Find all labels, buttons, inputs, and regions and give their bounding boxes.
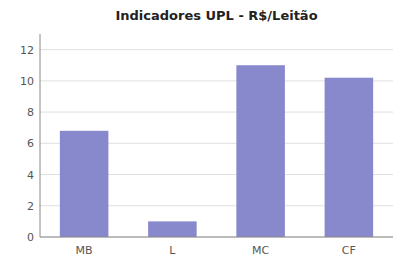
x-axis: MB L MC CF (76, 244, 356, 257)
y-axis-line (40, 34, 41, 237)
chart-svg: Indicadores UPL - R$/Leitão024681012MBLM… (0, 0, 407, 265)
y-tick-label: 6 (27, 137, 34, 150)
chart-container: Indicadores UPL - R$/Leitão024681012MBLM… (0, 0, 407, 265)
grid-line (40, 237, 393, 238)
bar (148, 221, 197, 237)
x-tick-label: MC (252, 244, 269, 257)
bar (325, 78, 374, 237)
y-tick-label: 2 (27, 200, 34, 213)
bar (60, 131, 109, 237)
grid-line (40, 49, 393, 50)
y-tick-label: 10 (20, 75, 34, 88)
x-tick-label: L (169, 244, 176, 257)
y-tick-label: 8 (27, 106, 34, 119)
y-tick-label: 0 (27, 231, 34, 244)
bars (60, 65, 373, 237)
grid (40, 50, 393, 237)
x-tick-label: CF (342, 244, 356, 257)
page: {"chart_data": {"type": "bar", "title": … (0, 0, 407, 265)
y-tick-label: 4 (27, 169, 34, 182)
title: Indicadores UPL - R$/Leitão (115, 8, 317, 23)
y-tick-label: 12 (20, 44, 34, 57)
x-tick-label: MB (76, 244, 93, 257)
bar (236, 65, 285, 237)
x-axis-line (40, 237, 393, 238)
y-axis: 0 2 4 6 8 10 12 (20, 44, 34, 244)
